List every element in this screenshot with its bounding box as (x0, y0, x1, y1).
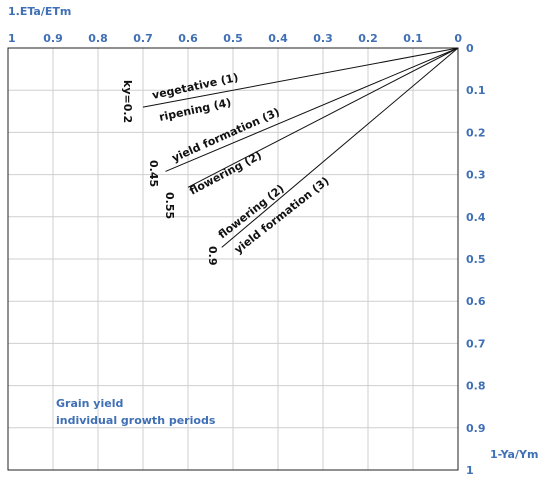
plot-frame (7, 47, 459, 471)
x-tick-label: 0 (454, 32, 462, 45)
x-axis-label: 1.ETa/ETm (8, 5, 71, 18)
series-line (221, 47, 459, 248)
annotation-line-1: Grain yield (56, 397, 123, 410)
x-tick-label: 1 (8, 32, 16, 45)
x-tick-label: 0.7 (133, 32, 153, 45)
x-tick-label: 0.8 (88, 32, 108, 45)
ky-label-0.45: 0.45 (147, 160, 160, 187)
y-tick-label: 0.4 (466, 211, 486, 224)
annotation-line-2: individual growth periods (56, 414, 216, 427)
x-tick-label: 0.4 (268, 32, 288, 45)
x-tick-label: 0.5 (223, 32, 243, 45)
y-axis-label: 1-Ya/Ym (490, 448, 538, 461)
ky-label-0.55: 0.55 (163, 192, 176, 219)
y-tick-label: 0.2 (466, 126, 486, 139)
y-tick-label: 0.8 (466, 380, 486, 393)
y-tick-label: 0.1 (466, 84, 486, 97)
ky-label-0.2: ky=0.2 (121, 80, 134, 123)
y-tick-label: 0.3 (466, 169, 486, 182)
series-line (142, 47, 459, 108)
series-label-ripening: ripening (4) (158, 96, 232, 124)
grid (8, 48, 458, 470)
x-tick-label: 0.6 (178, 32, 198, 45)
series-line (187, 47, 459, 188)
series-lines (142, 47, 459, 248)
y-tick-labels: 0 0.1 0.2 0.3 0.4 0.5 0.6 0.7 0.8 0.9 1 (466, 42, 486, 477)
y-tick-label: 0.5 (466, 253, 486, 266)
x-tick-labels: 1 0.9 0.8 0.7 0.6 0.5 0.4 0.3 0.2 0.1 0 (8, 32, 462, 45)
x-tick-label: 0.9 (43, 32, 63, 45)
y-tick-label: 0 (466, 42, 474, 55)
y-tick-label: 0.6 (466, 295, 486, 308)
y-tick-label: 0.9 (466, 422, 486, 435)
x-tick-label: 0.1 (403, 32, 423, 45)
y-tick-label: 0.7 (466, 337, 486, 350)
x-tick-label: 0.2 (358, 32, 378, 45)
series-label-flowering-055: flowering (2) (187, 149, 264, 198)
ky-label-0.9: 0.9 (206, 246, 219, 266)
series-line (165, 47, 459, 172)
x-tick-label: 0.3 (313, 32, 333, 45)
y-tick-label: 1 (466, 464, 474, 477)
